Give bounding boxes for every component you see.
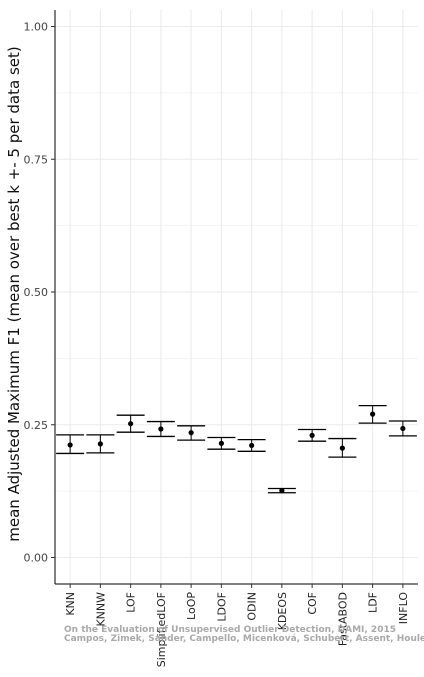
y-tick-label: 0.00 <box>24 552 49 565</box>
mean-point <box>158 426 164 432</box>
x-tick-label: INFLO <box>397 592 410 625</box>
mean-point <box>188 430 194 436</box>
x-tick-label: LoOP <box>185 592 198 620</box>
mean-point <box>339 445 345 451</box>
x-tick-label: KNN <box>64 592 77 616</box>
x-tick-label: LDF <box>367 592 380 613</box>
mean-point <box>309 432 315 438</box>
watermark-line-2: Campos, Zimek, Sander, Campello, Micenko… <box>64 634 424 644</box>
y-axis-title: mean Adjusted Maximum F1 (mean over best… <box>5 46 23 541</box>
axes <box>51 10 418 588</box>
mean-point <box>370 411 376 417</box>
x-tick-label: LDOF <box>215 592 228 622</box>
x-tick-label: KNNW <box>94 592 107 627</box>
mean-point <box>128 421 134 427</box>
y-tick-label: 0.50 <box>24 286 49 299</box>
mean-point <box>249 442 255 449</box>
x-tick-label: ODIN <box>246 592 259 621</box>
x-tick-label: LOF <box>125 592 138 613</box>
mean-point <box>67 442 73 448</box>
x-tick-label: SimplifiedLOF <box>155 592 168 667</box>
labels: 0.00 0.25 0.50 0.75 1.00 KNN KNNW LOF Simplified… <box>24 21 410 668</box>
data-marks <box>56 404 417 494</box>
x-tick-label: FastABOD <box>336 592 349 646</box>
x-tick-label: COF <box>306 592 319 615</box>
watermark-line-1: On the Evaluation of Unsupervised Outlie… <box>64 625 396 635</box>
y-tick-label: 0.75 <box>24 153 49 166</box>
mean-point <box>400 425 406 432</box>
grid <box>55 10 418 584</box>
y-tick-label: 0.25 <box>24 419 49 432</box>
mean-point <box>279 487 285 494</box>
y-tick-label: 1.00 <box>24 21 49 34</box>
mean-point <box>97 441 103 447</box>
x-tick-label: KDEOS <box>276 592 289 630</box>
mean-point <box>218 440 224 446</box>
